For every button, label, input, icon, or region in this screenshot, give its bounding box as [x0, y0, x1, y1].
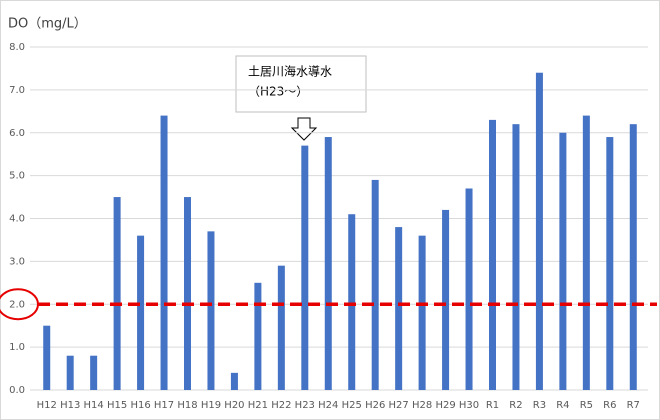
- bar: [348, 214, 356, 390]
- annotation-text: （H23～）: [248, 85, 308, 99]
- y-tick-label: 2.0: [9, 299, 25, 310]
- x-tick-label: H19: [201, 400, 221, 411]
- bar: [277, 265, 285, 390]
- x-tick-label: H13: [60, 400, 80, 411]
- y-tick-label: 5.0: [9, 171, 25, 182]
- x-tick-label: H17: [154, 400, 174, 411]
- x-tick-label: R6: [603, 400, 616, 411]
- bar: [90, 355, 98, 390]
- x-tick-label: H30: [459, 400, 479, 411]
- x-tick-label: R5: [580, 400, 593, 411]
- bar: [489, 119, 496, 390]
- x-tick-label: H23: [295, 400, 315, 411]
- y-tick-label: 3.0: [9, 256, 25, 267]
- bar: [230, 372, 238, 390]
- y-tick-label: 6.0: [9, 128, 25, 139]
- bar: [629, 124, 637, 391]
- highlight-circle: [0, 288, 39, 321]
- annotation-text: 土居川海水導水: [248, 64, 332, 79]
- x-tick-label: H15: [107, 400, 127, 411]
- x-tick-label: H25: [342, 400, 362, 411]
- bar: [184, 197, 191, 390]
- x-tick-label: H21: [248, 400, 268, 411]
- bar: [395, 227, 403, 390]
- bar: [324, 137, 332, 390]
- x-tick-label: R3: [533, 400, 546, 411]
- bar: [465, 188, 473, 390]
- bar: [606, 137, 614, 390]
- y-tick-label: 7.0: [9, 85, 25, 96]
- bar: [43, 325, 51, 390]
- bar: [582, 115, 590, 390]
- bar: [301, 145, 309, 390]
- annotation-arrow: [290, 117, 318, 141]
- x-tick-label: R7: [627, 400, 640, 411]
- x-tick-label: H22: [271, 400, 291, 411]
- x-tick-label: H18: [177, 400, 197, 411]
- x-tick-label: H26: [365, 400, 385, 411]
- x-tick-label: R4: [556, 400, 569, 411]
- x-tick-label: H28: [412, 400, 432, 411]
- bar: [418, 235, 426, 390]
- y-tick-label: 4.0: [9, 214, 25, 225]
- bar: [113, 197, 121, 390]
- y-tick-label: 1.0: [9, 342, 25, 353]
- x-tick-label: H12: [37, 400, 57, 411]
- y-tick-label: 0.0: [9, 385, 25, 396]
- bar: [160, 115, 168, 390]
- x-tick-label: H29: [435, 400, 455, 411]
- annotation-box: [235, 55, 367, 113]
- bar: [207, 231, 215, 390]
- bar: [442, 209, 450, 390]
- x-tick-label: H20: [224, 400, 244, 411]
- bar: [137, 235, 145, 390]
- bar: [512, 124, 520, 391]
- y-axis-title: DO（mg/L）: [8, 17, 87, 32]
- bar: [254, 282, 262, 390]
- x-tick-label: H14: [84, 400, 104, 411]
- bar: [66, 355, 74, 390]
- y-tick-label: 8.0: [9, 42, 25, 53]
- x-tick-label: H16: [130, 400, 150, 411]
- x-tick-label: R1: [486, 400, 499, 411]
- bar: [559, 132, 567, 390]
- x-tick-label: R2: [509, 400, 522, 411]
- x-tick-label: H24: [318, 400, 338, 411]
- bar: [535, 72, 543, 390]
- x-tick-label: H27: [389, 400, 409, 411]
- bar: [371, 179, 379, 390]
